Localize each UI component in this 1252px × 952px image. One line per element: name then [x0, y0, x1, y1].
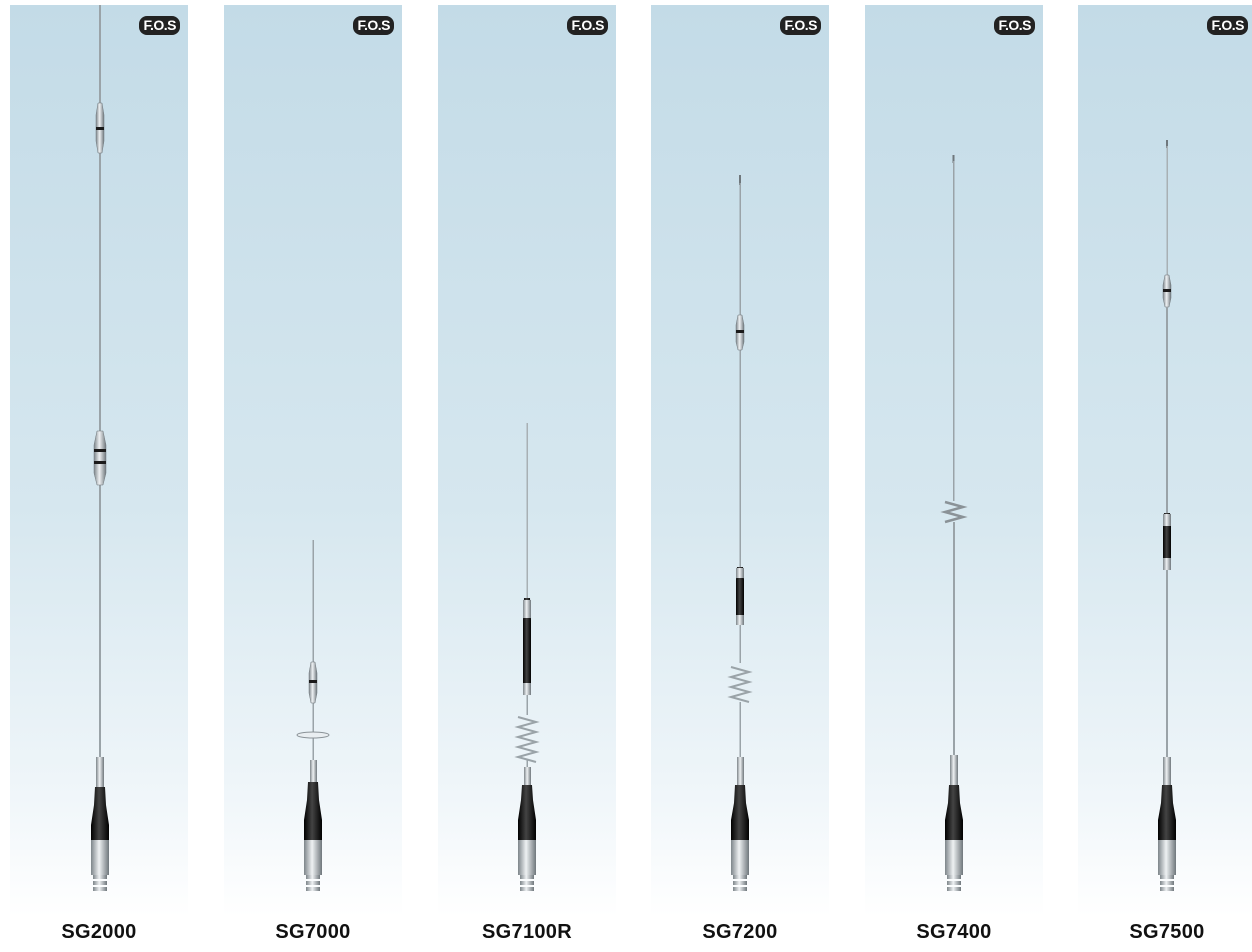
model-label-sg7500: SG7500	[1129, 921, 1205, 943]
product-panel-sg7200: F.O.S	[651, 5, 829, 917]
fos-badge: F.O.S	[139, 16, 180, 35]
model-label-sg7200: SG7200	[702, 921, 778, 943]
product-panel-sg7000: F.O.S	[224, 5, 402, 917]
antenna-image-sg7100r	[514, 423, 540, 891]
antenna-image-sg2000	[91, 5, 109, 891]
model-label-sg2000: SG2000	[61, 921, 137, 943]
product-panel-sg2000: F.O.S	[10, 5, 188, 917]
fos-badge: F.O.S	[994, 16, 1035, 35]
antenna-image-sg7500	[1158, 140, 1176, 891]
model-label-sg7100r: SG7100R	[482, 921, 572, 943]
model-label-sg7400: SG7400	[916, 921, 992, 943]
product-panel-sg7100r: F.O.S	[438, 5, 616, 917]
fos-badge: F.O.S	[780, 16, 821, 35]
antenna-image-sg7400	[940, 155, 968, 891]
fos-badge: F.O.S	[567, 16, 608, 35]
product-panel-sg7400: F.O.S	[865, 5, 1043, 917]
antenna-image-sg7000	[296, 540, 330, 891]
model-label-sg7000: SG7000	[275, 921, 351, 943]
product-panel-sg7500: F.O.S	[1078, 5, 1252, 917]
fos-badge: F.O.S	[1207, 16, 1248, 35]
antenna-image-sg7200	[727, 175, 753, 891]
fos-badge: F.O.S	[353, 16, 394, 35]
